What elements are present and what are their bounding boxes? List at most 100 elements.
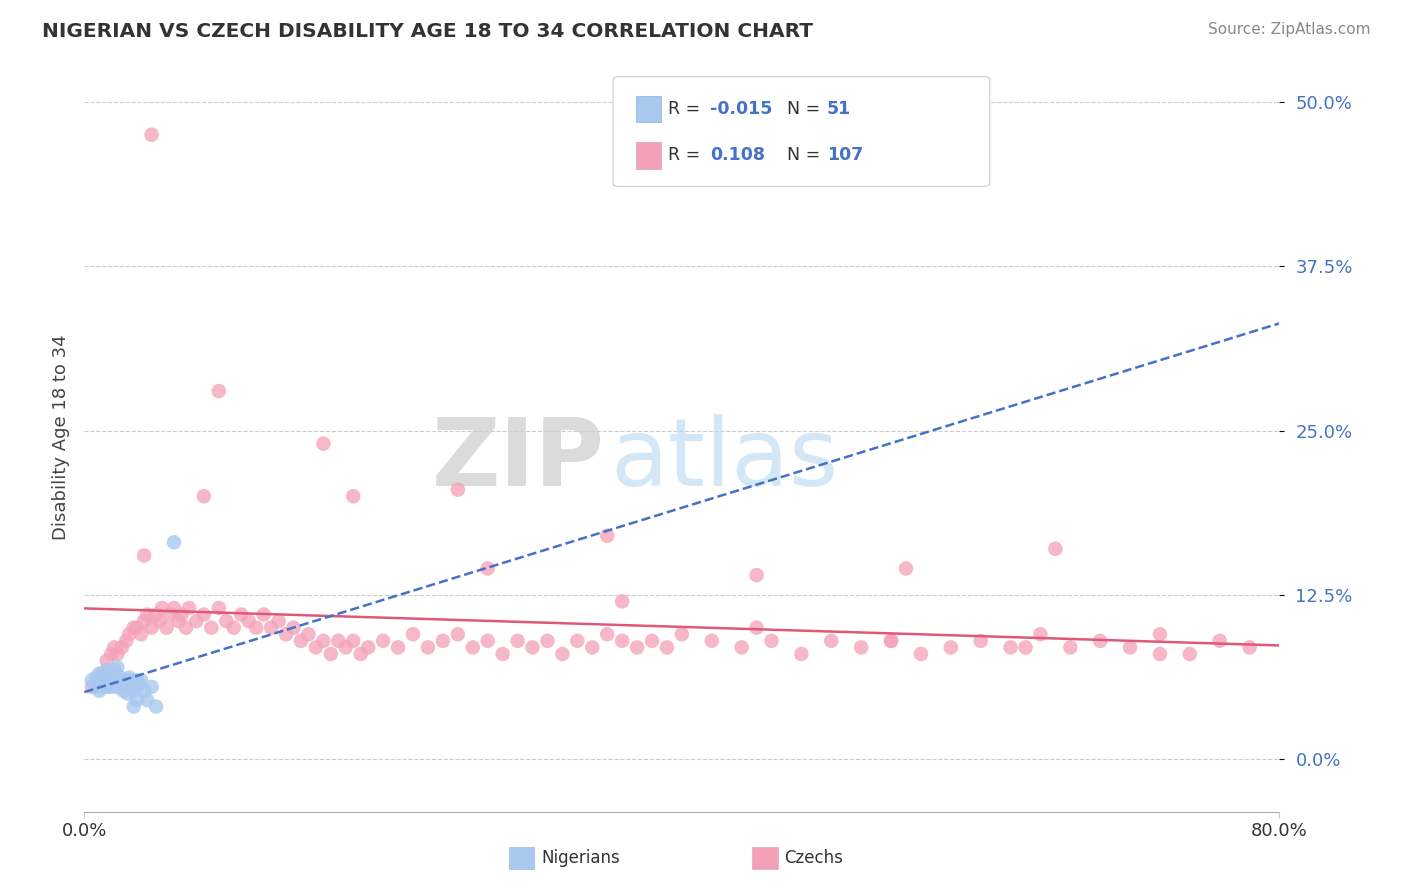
Point: [402, 627, 425, 641]
Point: [506, 633, 529, 648]
Text: Source: ZipAtlas.com: Source: ZipAtlas.com: [1208, 22, 1371, 37]
Point: [125, 680, 148, 694]
Point: [136, 693, 159, 707]
Point: [671, 627, 693, 641]
Point: [111, 673, 134, 688]
Point: [1029, 627, 1052, 641]
Point: [91, 673, 114, 688]
Point: [350, 647, 373, 661]
Point: [115, 673, 138, 688]
Point: [103, 640, 125, 655]
Point: [447, 483, 470, 497]
Point: [1014, 640, 1036, 655]
Point: [91, 666, 114, 681]
Point: [174, 621, 197, 635]
Point: [96, 680, 118, 694]
Point: [115, 680, 138, 694]
Point: [122, 683, 145, 698]
Point: [274, 627, 297, 641]
Point: [245, 621, 267, 635]
Point: [477, 561, 499, 575]
Text: R =: R =: [668, 146, 706, 164]
Point: [305, 640, 328, 655]
Point: [105, 660, 128, 674]
Point: [1000, 640, 1022, 655]
Point: [894, 561, 917, 575]
Point: [96, 663, 118, 677]
Point: [193, 489, 215, 503]
Y-axis label: Disability Age 18 to 34: Disability Age 18 to 34: [52, 334, 70, 540]
Point: [100, 647, 122, 661]
Point: [222, 621, 245, 635]
Point: [596, 529, 619, 543]
Point: [104, 671, 127, 685]
Point: [141, 680, 163, 694]
Point: [745, 621, 768, 635]
Point: [447, 627, 470, 641]
Point: [208, 601, 231, 615]
Point: [851, 640, 873, 655]
Point: [93, 676, 115, 690]
Point: [1149, 627, 1171, 641]
Point: [96, 673, 118, 688]
Point: [80, 680, 103, 694]
Point: [177, 601, 200, 615]
Point: [432, 633, 454, 648]
Point: [89, 683, 111, 698]
Point: [86, 671, 108, 685]
Point: [103, 666, 125, 681]
Point: [186, 614, 208, 628]
Point: [127, 676, 149, 690]
Point: [231, 607, 253, 622]
Point: [141, 128, 163, 142]
Point: [167, 614, 190, 628]
Point: [91, 680, 114, 694]
Point: [100, 680, 122, 694]
Point: [312, 633, 335, 648]
Point: [107, 669, 129, 683]
Point: [260, 621, 283, 635]
Text: 51: 51: [827, 100, 851, 118]
Point: [208, 384, 231, 398]
Point: [117, 686, 139, 700]
Point: [655, 640, 678, 655]
Point: [124, 673, 146, 688]
Point: [1059, 640, 1081, 655]
Point: [731, 640, 754, 655]
Point: [581, 640, 603, 655]
Point: [387, 640, 409, 655]
Point: [283, 621, 305, 635]
Point: [89, 673, 111, 688]
Point: [80, 673, 103, 688]
Point: [238, 614, 260, 628]
Point: [700, 633, 723, 648]
Point: [148, 614, 170, 628]
Point: [253, 607, 276, 622]
Point: [880, 633, 903, 648]
Point: [880, 633, 903, 648]
Point: [1149, 647, 1171, 661]
Text: NIGERIAN VS CZECH DISABILITY AGE 18 TO 34 CORRELATION CHART: NIGERIAN VS CZECH DISABILITY AGE 18 TO 3…: [42, 22, 813, 41]
Point: [1119, 640, 1142, 655]
Point: [103, 663, 125, 677]
Point: [163, 601, 186, 615]
Point: [215, 614, 238, 628]
Point: [1178, 647, 1201, 661]
Point: [416, 640, 439, 655]
Point: [141, 621, 163, 635]
Point: [136, 607, 159, 622]
Point: [319, 647, 342, 661]
Point: [111, 680, 134, 694]
Point: [129, 673, 152, 688]
Point: [200, 621, 222, 635]
Text: R =: R =: [668, 100, 706, 118]
Text: 0.108: 0.108: [710, 146, 765, 164]
Point: [939, 640, 962, 655]
Point: [107, 673, 129, 688]
Point: [132, 549, 156, 563]
Text: N =: N =: [787, 100, 827, 118]
Point: [110, 676, 132, 690]
Point: [118, 671, 141, 685]
Point: [342, 633, 364, 648]
Point: [103, 676, 125, 690]
